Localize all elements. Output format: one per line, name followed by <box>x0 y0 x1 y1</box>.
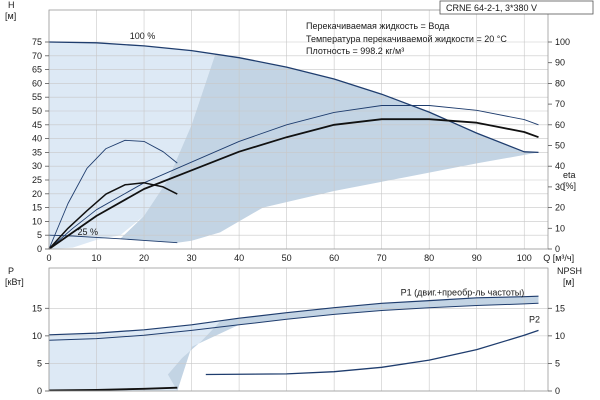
bottom-right-tick-label-10: 10 <box>555 331 565 341</box>
bottom-curve-2 <box>205 329 539 376</box>
top-left-tick-label-30: 30 <box>32 161 42 171</box>
top-right-tick-label-30: 30 <box>555 182 565 192</box>
top-x-tick-label-30: 30 <box>187 253 197 263</box>
top-left-tick-label-70: 70 <box>32 51 42 61</box>
top-left-axis-name: H <box>8 0 15 10</box>
bottom-right-axis-name: NPSH <box>557 266 582 276</box>
info-line-density: Плотность = 998.2 кг/м³ <box>306 46 404 56</box>
top-x-tick-label-80: 80 <box>424 253 434 263</box>
top-x-tick-label-40: 40 <box>234 253 244 263</box>
bottom-plot-frame <box>48 267 549 392</box>
top-right-tick-label-50: 50 <box>555 141 565 151</box>
bottom-series-label-0: P1 (двиг.+преобр-ль частоты) <box>401 288 525 298</box>
bottom-curve-0 <box>48 295 539 336</box>
top-right-axis-name: eta <box>563 170 576 180</box>
bottom-left-axis-name: P <box>8 266 14 276</box>
top-right-tick-label-40: 40 <box>555 161 565 171</box>
top-left-tick-label-0: 0 <box>37 244 42 254</box>
bottom-right-tick-label-5: 5 <box>555 358 560 368</box>
top-right-tick-label-80: 80 <box>555 78 565 88</box>
top-left-axis-unit: [м] <box>5 11 16 21</box>
top-left-tick-label-20: 20 <box>32 189 42 199</box>
top-left-tick-label-45: 45 <box>32 120 42 130</box>
bottom-region-dark-1 <box>167 296 539 391</box>
top-right-tick-label-100: 100 <box>555 37 570 47</box>
bottom-right-tick-label-15: 15 <box>555 303 565 313</box>
top-x-axis-label: Q [м³/ч] <box>543 253 574 263</box>
top-curve-5 <box>48 182 178 250</box>
top-right-tick-label-20: 20 <box>555 203 565 213</box>
top-right-tick-label-90: 90 <box>555 58 565 68</box>
top-curve-4 <box>48 139 178 250</box>
top-left-tick-label-50: 50 <box>32 106 42 116</box>
info-line-temperature: Температура перекачиваемой жидкости = 20… <box>306 34 507 44</box>
top-left-tick-label-65: 65 <box>32 65 42 75</box>
top-right-tick-label-70: 70 <box>555 99 565 109</box>
top-left-tick-label-5: 5 <box>37 230 42 240</box>
bottom-curve-3 <box>48 386 178 392</box>
top-left-tick-label-15: 15 <box>32 203 42 213</box>
top-x-tick-label-70: 70 <box>377 253 387 263</box>
top-x-tick-label-20: 20 <box>139 253 149 263</box>
top-left-tick-label-60: 60 <box>32 78 42 88</box>
top-curve-2 <box>48 105 539 250</box>
bottom-right-axis-unit: [м] <box>563 277 574 287</box>
top-left-tick-label-75: 75 <box>32 37 42 47</box>
info-line-fluid: Перекачиваемая жидкость = Вода <box>306 21 449 31</box>
bottom-left-tick-label-15: 15 <box>32 303 42 313</box>
bottom-curve-1 <box>48 302 539 341</box>
top-x-tick-label-50: 50 <box>282 253 292 263</box>
bottom-left-tick-label-10: 10 <box>32 331 42 341</box>
bottom-left-axis-unit: [кВт] <box>5 277 24 287</box>
top-x-tick-label-60: 60 <box>329 253 339 263</box>
top-speed-label-1: 25 % <box>78 227 99 237</box>
model-label: CRNE 64-2-1, 3*380 V <box>446 3 537 13</box>
top-left-tick-label-40: 40 <box>32 134 42 144</box>
top-left-tick-label-55: 55 <box>32 92 42 102</box>
top-speed-label-0: 100 % <box>130 31 156 41</box>
operating-regions <box>49 42 539 391</box>
top-curve-0 <box>48 41 539 154</box>
chart-labels: 100 % 25 % P1 (двиг.+преобр-ль частоты) P2 <box>78 31 540 324</box>
model-label-box <box>439 0 594 15</box>
top-right-tick-label-10: 10 <box>555 223 565 233</box>
top-region-light-0 <box>49 42 216 249</box>
top-left-tick-label-25: 25 <box>32 175 42 185</box>
top-right-tick-label-60: 60 <box>555 120 565 130</box>
top-region-dark-1 <box>120 54 539 243</box>
top-right-tick-label-0: 0 <box>555 244 560 254</box>
top-curve-3 <box>48 118 539 250</box>
top-right-axis-unit: [%] <box>563 181 576 191</box>
top-plot-frame <box>48 9 549 250</box>
bottom-region-light-0 <box>49 321 221 391</box>
top-left-tick-label-10: 10 <box>32 216 42 226</box>
bottom-right-tick-label-0: 0 <box>555 386 560 396</box>
bottom-left-tick-label-5: 5 <box>37 358 42 368</box>
top-x-tick-label-0: 0 <box>46 253 51 263</box>
top-left-tick-label-35: 35 <box>32 147 42 157</box>
performance-curves <box>48 41 539 392</box>
bottom-series-label-1: P2 <box>529 315 540 325</box>
axes: 0510152025303540455055606570750102030405… <box>5 0 582 396</box>
top-x-tick-label-90: 90 <box>472 253 482 263</box>
top-x-tick-label-100: 100 <box>517 253 532 263</box>
top-x-tick-label-10: 10 <box>92 253 102 263</box>
bottom-left-tick-label-0: 0 <box>37 386 42 396</box>
